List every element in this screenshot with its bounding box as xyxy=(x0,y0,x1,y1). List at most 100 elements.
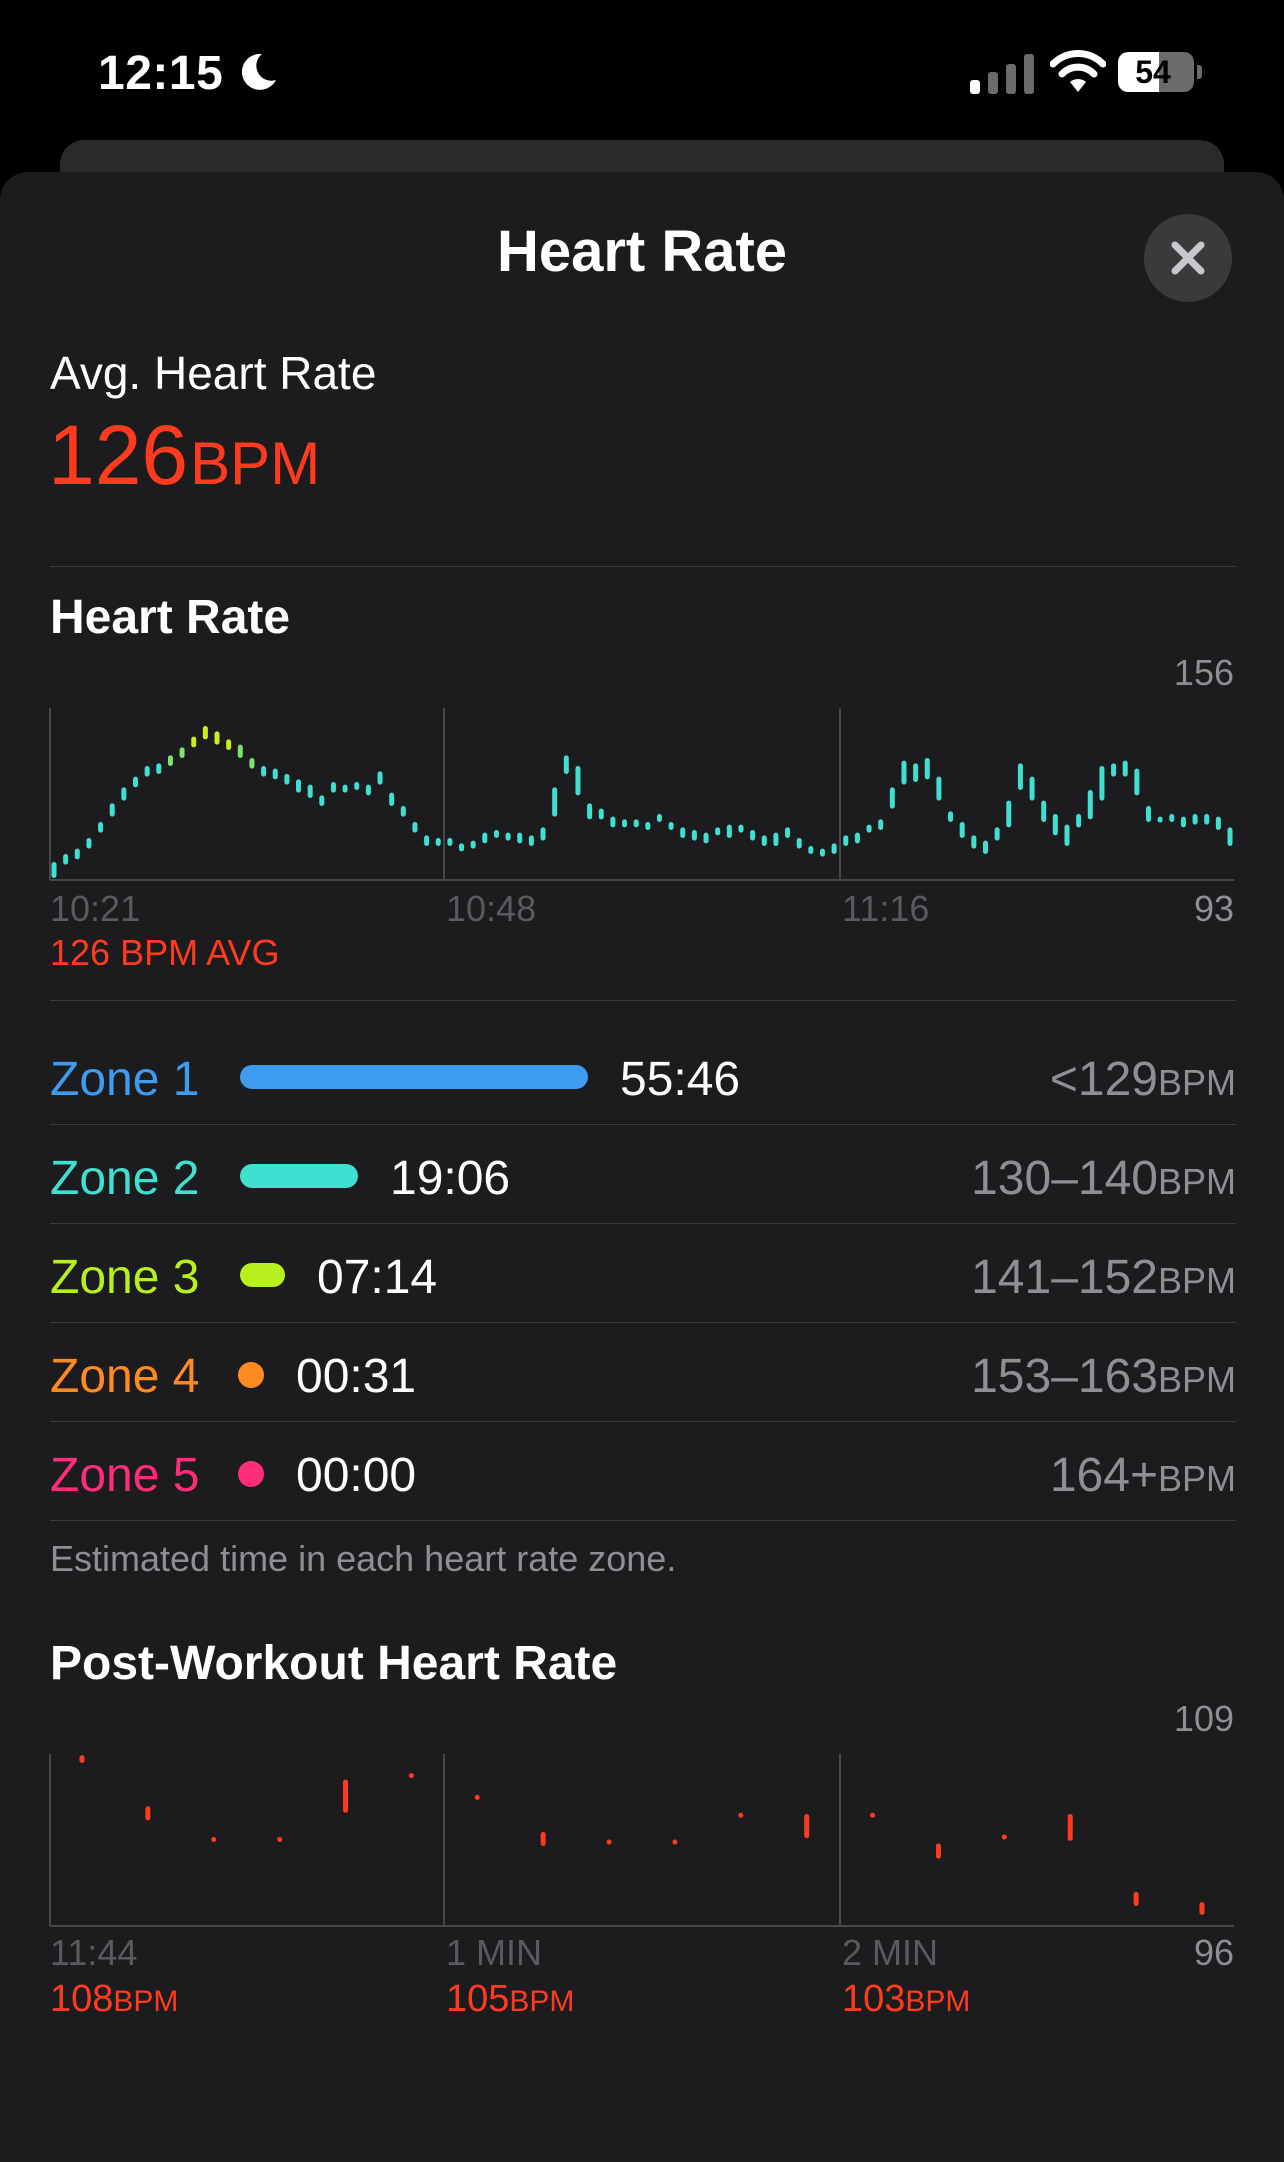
post-workout-bar xyxy=(804,1814,810,1839)
zone-name: Zone 2 xyxy=(50,1152,200,1205)
battery-percent: 54 xyxy=(1135,54,1171,90)
heart-rate-bar xyxy=(296,779,302,793)
post-workout-value: 103BPM xyxy=(842,1978,971,2020)
post-workout-bar xyxy=(738,1812,744,1818)
heart-rate-bar xyxy=(470,840,476,849)
heart-rate-bar xyxy=(86,838,92,849)
post-workout-bar xyxy=(211,1837,217,1842)
heart-rate-bar xyxy=(400,806,406,817)
close-icon xyxy=(1171,241,1205,275)
heart-rate-bar xyxy=(435,838,441,846)
heart-rate-bar xyxy=(1052,814,1058,836)
post-workout-chart xyxy=(49,1754,1234,1927)
heart-rate-bar xyxy=(645,822,651,830)
heart-rate-bar xyxy=(179,747,185,758)
heart-rate-bar xyxy=(284,774,290,785)
heart-rate-bar xyxy=(354,782,360,790)
heart-rate-bar xyxy=(1157,816,1163,823)
heart-rate-bar xyxy=(214,731,220,745)
heart-rate-bar xyxy=(505,832,511,841)
heart-rate-bar xyxy=(493,830,499,838)
zone-row-3[interactable]: Zone 3 07:14 141–152BPM xyxy=(50,1226,1236,1324)
post-workout-x-tick: 1 MIN xyxy=(446,1932,543,1973)
zone-bar xyxy=(238,1461,264,1487)
divider xyxy=(50,1322,1236,1323)
zone-time: 19:06 xyxy=(390,1152,511,1205)
heart-rate-bar xyxy=(831,843,837,854)
heart-rate-bar xyxy=(389,792,395,806)
post-workout-value: 105BPM xyxy=(446,1978,575,2020)
heart-rate-bar xyxy=(1227,827,1233,846)
heart-rate-bar xyxy=(412,822,418,833)
heart-rate-bar xyxy=(1017,763,1023,790)
post-workout-bar xyxy=(672,1839,678,1845)
heart-rate-bar xyxy=(447,838,453,846)
zone-name: Zone 4 xyxy=(50,1350,200,1403)
divider xyxy=(50,1520,1236,1521)
heart-rate-bar xyxy=(587,803,593,820)
heart-rate-y-max: 156 xyxy=(1173,652,1234,693)
close-button[interactable] xyxy=(1144,214,1232,302)
zone-time: 07:14 xyxy=(317,1251,438,1304)
heart-rate-bar xyxy=(633,819,639,828)
heart-rate-bar xyxy=(622,819,628,828)
heart-rate-bar xyxy=(342,784,348,793)
heart-rate-bar xyxy=(459,843,465,852)
heart-rate-bar xyxy=(808,846,814,854)
post-workout-bar xyxy=(408,1773,414,1779)
zone-row-5[interactable]: Zone 5 00:00 164+BPM xyxy=(50,1424,1236,1522)
heart-rate-bar xyxy=(726,824,732,838)
heart-rate-bar xyxy=(819,848,825,857)
heart-rate-bar xyxy=(761,835,767,846)
zone-name: Zone 3 xyxy=(50,1251,200,1304)
post-workout-bar xyxy=(1067,1814,1073,1841)
heart-rate-chart-title: Heart Rate xyxy=(50,591,291,644)
post-workout-bar xyxy=(1001,1834,1007,1840)
zone-range: 130–140BPM xyxy=(971,1152,1236,1205)
heart-rate-bar xyxy=(1006,800,1012,828)
divider xyxy=(50,1223,1236,1224)
zone-row-2[interactable]: Zone 2 19:06 130–140BPM xyxy=(50,1127,1236,1225)
heart-rate-bar xyxy=(994,827,1000,841)
heart-rate-bar xyxy=(1180,816,1186,828)
do-not-disturb-moon-icon xyxy=(241,53,276,90)
heart-rate-bar xyxy=(866,824,872,833)
zone-bar xyxy=(240,1065,588,1089)
heart-rate-bar xyxy=(1192,814,1198,825)
heart-rate-bar xyxy=(51,862,57,878)
heart-rate-bar xyxy=(913,763,919,782)
heart-rate-bar xyxy=(377,771,383,785)
cellular-signal-icon xyxy=(970,54,1034,94)
zone-row-1[interactable]: Zone 1 55:46 <129BPM xyxy=(50,1028,1236,1126)
heart-rate-bar xyxy=(1215,816,1221,830)
heart-rate-bar xyxy=(1145,806,1151,822)
zone-bar xyxy=(240,1164,358,1188)
heart-rate-bar xyxy=(1111,763,1117,777)
avg-heart-rate-unit: BPM xyxy=(190,430,321,497)
heart-rate-bar xyxy=(121,787,127,801)
heart-rate-bar xyxy=(1099,766,1105,801)
heart-rate-bar xyxy=(98,822,104,833)
zone-row-4[interactable]: Zone 4 00:31 153–163BPM xyxy=(50,1325,1236,1423)
heart-rate-bar xyxy=(901,760,907,785)
heart-rate-bar xyxy=(144,766,150,777)
heart-rate-x-tick: 10:48 xyxy=(446,888,537,929)
heart-rate-bar xyxy=(109,803,115,817)
post-workout-bar xyxy=(1133,1891,1139,1906)
heart-rate-bar xyxy=(1087,790,1093,820)
avg-caption: 126 BPM AVG xyxy=(50,932,280,973)
post-workout-bar xyxy=(935,1843,941,1859)
heart-rate-bar xyxy=(785,827,791,838)
zone-time: 00:00 xyxy=(296,1449,417,1502)
heart-rate-bar xyxy=(249,758,255,769)
heart-rate-bar xyxy=(202,726,208,740)
divider xyxy=(50,566,1236,567)
heart-rate-bar xyxy=(889,787,895,809)
heart-rate-bar xyxy=(878,819,884,830)
avg-heart-rate-label: Avg. Heart Rate xyxy=(50,347,377,399)
status-time: 12:15 xyxy=(98,47,224,100)
heart-rate-bar xyxy=(680,827,686,838)
heart-rate-bar xyxy=(191,736,197,748)
zones-footnote: Estimated time in each heart rate zone. xyxy=(50,1538,677,1579)
post-workout-y-min: 96 xyxy=(1193,1932,1234,1973)
